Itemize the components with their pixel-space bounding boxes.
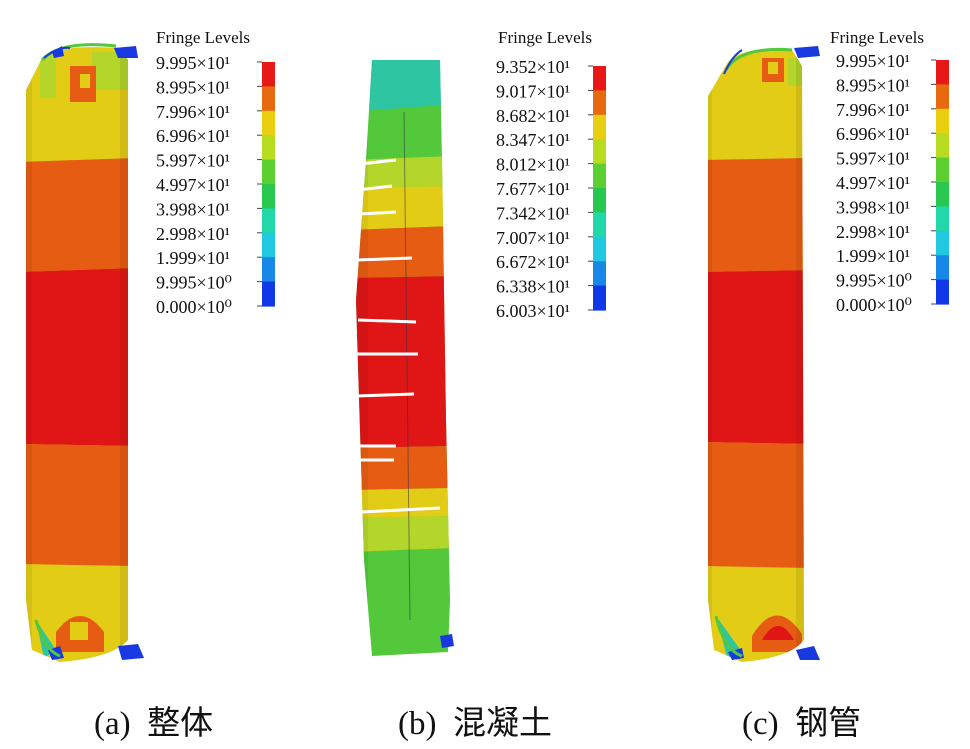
legend-level-label: 8.012×10¹ <box>496 155 570 175</box>
colorbar-segment <box>593 212 606 238</box>
legend-title-c: Fringe Levels <box>830 28 924 47</box>
legend-level-label: 6.672×10¹ <box>496 252 570 272</box>
colorbar-segment <box>936 230 949 256</box>
legend-labels-b: 9.352×10¹ 9.017×10¹ 8.682×10¹ 8.347×10¹ 8.01… <box>496 57 570 321</box>
bottom-edge-c <box>714 615 743 658</box>
colorbar-segment <box>936 182 949 207</box>
colorbar-segment <box>262 62 275 87</box>
colorbar-segment <box>593 139 606 165</box>
colorbar-a <box>257 61 275 307</box>
colorbar-segment <box>936 133 949 159</box>
column-c-steel-tube <box>708 49 804 662</box>
legend-level-label: 6.003×10¹ <box>496 301 570 321</box>
caption-a: (a) 整体 <box>94 705 213 742</box>
bottom-edge-a <box>34 619 61 658</box>
legend-level-label: 4.997×10¹ <box>156 175 230 195</box>
legend-title-b: Fringe Levels <box>498 28 592 47</box>
legend-level-label: 9.995×10¹ <box>836 51 910 71</box>
colorbar-segment <box>593 261 606 287</box>
legend-level-label: 9.352×10¹ <box>496 57 570 77</box>
fragment-a3 <box>118 644 144 660</box>
legend-level-label: 8.995×10¹ <box>836 75 910 95</box>
legend-level-label: 6.996×10¹ <box>156 126 230 146</box>
fragment-c1 <box>794 46 820 58</box>
legend-level-label: 9.995×10¹ <box>156 53 230 73</box>
colorbar-segment <box>262 232 275 258</box>
legend-level-label: 6.996×10¹ <box>836 124 910 144</box>
fragment-a2 <box>114 46 138 58</box>
crack-stripes-b <box>355 158 441 514</box>
fragment-a1 <box>52 46 64 58</box>
legend-level-label: 8.995×10¹ <box>156 77 230 97</box>
legend-level-label: 7.342×10¹ <box>496 203 570 223</box>
top-edge-c2 <box>723 49 743 75</box>
colorbar-segment <box>936 84 949 110</box>
legend-level-label: 1.999×10¹ <box>156 248 230 268</box>
legend-level-label: 7.996×10¹ <box>156 102 230 122</box>
colorbar-segment <box>262 159 275 185</box>
legend-level-label: 9.995×10⁰ <box>836 271 912 291</box>
panel-a: Fringe Levels 9.995×10¹ 8.995×10¹ 7.996×10… <box>26 28 275 742</box>
legend-level-label: 7.007×10¹ <box>496 228 570 248</box>
colorbar-segment <box>936 108 949 134</box>
legend-level-label: 9.995×10⁰ <box>156 273 232 293</box>
legend-level-label: 3.998×10¹ <box>836 197 910 217</box>
colorbar-segment <box>593 114 606 140</box>
colorbar-segment <box>936 279 949 305</box>
legend-level-label: 1.999×10¹ <box>836 246 910 266</box>
colorbar-segment <box>262 135 275 161</box>
colorbar-c <box>931 59 949 305</box>
colorbar-segment <box>936 60 949 85</box>
legend-labels-c: 9.995×10¹ 8.995×10¹ 7.996×10¹ 6.996×10¹ 5.99… <box>836 51 912 315</box>
colorbar-segment <box>936 157 949 183</box>
colorbar-segment <box>262 86 275 112</box>
legend-level-label: 2.998×10¹ <box>836 222 910 242</box>
legend-level-label: 0.000×10⁰ <box>156 297 232 317</box>
legend-level-label: 3.998×10¹ <box>156 199 230 219</box>
fragment-b1 <box>440 634 454 648</box>
colorbar-segment <box>262 110 275 136</box>
legend-level-label: 4.997×10¹ <box>836 173 910 193</box>
colorbar-segment <box>262 281 275 307</box>
caption-b: (b) 混凝土 <box>398 705 552 742</box>
panel-c: Fringe Levels 9.995×10¹ 8.995×10¹ 7.996×10… <box>708 28 949 742</box>
legend-level-label: 9.017×10¹ <box>496 81 570 101</box>
colorbar-segment <box>593 285 606 311</box>
colorbar-segment <box>262 184 275 209</box>
colorbar-segment <box>262 208 275 234</box>
colorbar-segment <box>593 163 606 189</box>
legend-level-label: 7.996×10¹ <box>836 100 910 120</box>
colorbar-segment <box>936 255 949 281</box>
colorbar-segment <box>593 236 606 262</box>
legend-title-a: Fringe Levels <box>156 28 250 47</box>
legend-level-label: 7.677×10¹ <box>496 179 570 199</box>
column-a-whole <box>26 47 128 663</box>
legend-level-label: 2.998×10¹ <box>156 224 230 244</box>
panel-b: Fringe Levels 9.352×10¹ 9.017×10¹ 8.682×10… <box>355 28 606 742</box>
legend-level-label: 5.997×10¹ <box>836 149 910 169</box>
colorbar-b <box>588 65 606 311</box>
legend-level-label: 8.347×10¹ <box>496 130 570 150</box>
legend-level-label: 6.338×10¹ <box>496 277 570 297</box>
colorbar-segment <box>593 66 606 91</box>
colorbar-segment <box>262 257 275 283</box>
colorbar-segment <box>593 188 606 213</box>
colorbar-segment <box>593 90 606 116</box>
colorbar-segment <box>936 206 949 232</box>
legend-level-label: 0.000×10⁰ <box>836 295 912 315</box>
legend-level-label: 5.997×10¹ <box>156 151 230 171</box>
column-b-concrete <box>356 60 450 656</box>
fragment-c2 <box>796 646 820 660</box>
legend-level-label: 8.682×10¹ <box>496 106 570 126</box>
caption-c: (c) 钢管 <box>742 705 861 742</box>
legend-labels-a: 9.995×10¹ 8.995×10¹ 7.996×10¹ 6.996×10¹ 5.99… <box>156 53 232 317</box>
